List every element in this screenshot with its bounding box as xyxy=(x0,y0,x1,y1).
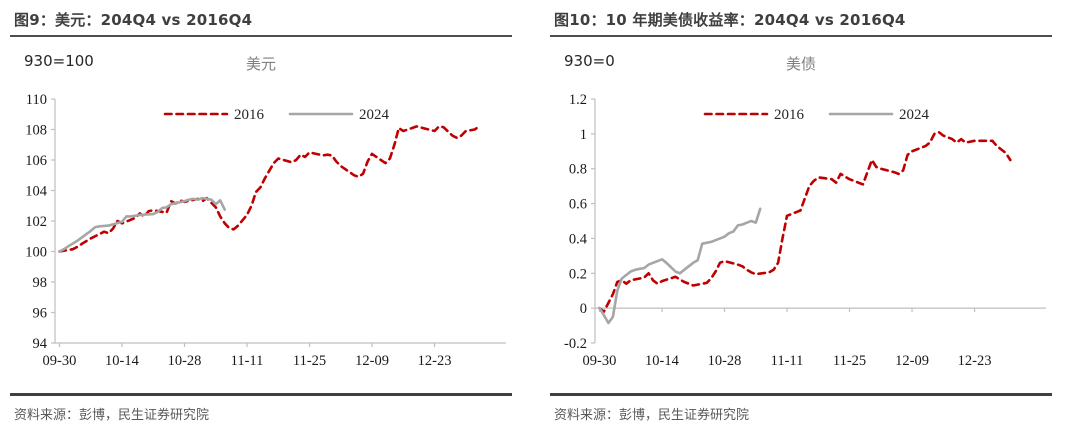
y-tick-label: 100 xyxy=(25,245,47,261)
figure9-index-note: 930=100 xyxy=(24,52,94,70)
y-tick-label: 0 xyxy=(580,301,587,317)
x-tick-label: 11-25 xyxy=(293,353,326,369)
figure10-title: 图10：10 年期美债收益率：204Q4 vs 2016Q4 xyxy=(550,0,1052,37)
x-tick-label: 11-11 xyxy=(771,353,804,369)
figure10-index-note: 930=0 xyxy=(564,52,615,70)
y-tick-label: 0.6 xyxy=(569,197,587,213)
legend-2024-label: 2024 xyxy=(899,107,930,123)
figure9-panel: 图9：美元：204Q4 vs 2016Q4 930=100 美元 94 96 98 1… xyxy=(10,0,512,423)
series-2016-line xyxy=(598,130,1012,313)
treasury-yield-chart: -0.2 0 0.2 0.4 0.6 0.8 1 1.2 09-30 10-14 10-28 11-1… xyxy=(564,92,1046,369)
y-tick-label: 94 xyxy=(33,336,48,352)
legend-2016-label: 2016 xyxy=(234,107,265,123)
report-figures-row: 图9：美元：204Q4 vs 2016Q4 930=100 美元 94 96 98 1… xyxy=(10,0,1052,423)
figure9-bottom-rule xyxy=(10,393,512,396)
legend-item-2024: 2024 xyxy=(288,107,390,123)
x-tick-label: 10-28 xyxy=(168,353,202,369)
y-tick-label: 102 xyxy=(25,214,47,230)
series-2016-line xyxy=(58,125,481,253)
y-tick-label: 104 xyxy=(25,184,48,200)
dollar-index-chart: 94 96 98 100 102 104 106 108 110 09-30 10-14 10-28 1… xyxy=(25,92,506,369)
x-tick-label: 11-11 xyxy=(231,353,264,369)
y-tick-label: 0.8 xyxy=(569,162,587,178)
figure10-chart-title: 美债 xyxy=(785,55,816,73)
figure10-source: 资料来源：彭博，民生证券研究院 xyxy=(554,408,750,423)
y-tick-label: 110 xyxy=(26,92,47,108)
y-tick-label: 1.2 xyxy=(569,92,587,108)
y-tick-label: 1 xyxy=(580,127,587,143)
figure9-subtitle-row: 930=100 美元 xyxy=(10,52,512,74)
figure10-panel: 图10：10 年期美债收益率：204Q4 vs 2016Q4 930=0 美债 … xyxy=(550,0,1052,423)
y-tick-label: 0.2 xyxy=(569,266,587,282)
series-2024-line xyxy=(598,207,762,325)
x-tick-label: 10-14 xyxy=(645,353,680,369)
x-tick-label: 12-23 xyxy=(958,353,992,369)
legend-item-2016: 2016 xyxy=(163,107,265,123)
figure9-source: 资料来源：彭博，民生证券研究院 xyxy=(14,408,210,423)
x-tick-label: 09-30 xyxy=(43,353,77,369)
x-tick-label: 10-14 xyxy=(105,353,140,369)
x-tick-label: 12-09 xyxy=(895,353,929,369)
figure9-chart-title: 美元 xyxy=(245,55,276,73)
series-2024-line xyxy=(58,196,226,253)
x-tick-label: 12-23 xyxy=(418,353,452,369)
x-tick-label: 11-25 xyxy=(833,353,866,369)
x-tick-label: 10-28 xyxy=(708,353,742,369)
legend-2024-label: 2024 xyxy=(359,107,390,123)
figure9-title: 图9：美元：204Q4 vs 2016Q4 xyxy=(10,0,512,37)
legend-item-2024: 2024 xyxy=(828,107,930,123)
x-tick-label: 09-30 xyxy=(583,353,617,369)
y-tick-label: 0.4 xyxy=(569,231,588,247)
x-tick-label: 12-09 xyxy=(355,353,389,369)
y-tick-label: 106 xyxy=(25,153,47,169)
y-tick-label: -0.2 xyxy=(564,336,587,352)
figure10-subtitle-row: 930=0 美债 xyxy=(550,52,1052,74)
figure10-bottom-rule xyxy=(550,393,1052,396)
y-tick-label: 96 xyxy=(33,306,48,322)
y-tick-label: 108 xyxy=(25,123,47,139)
legend-item-2016: 2016 xyxy=(703,107,805,123)
y-tick-label: 98 xyxy=(33,275,48,291)
legend-2016-label: 2016 xyxy=(774,107,805,123)
